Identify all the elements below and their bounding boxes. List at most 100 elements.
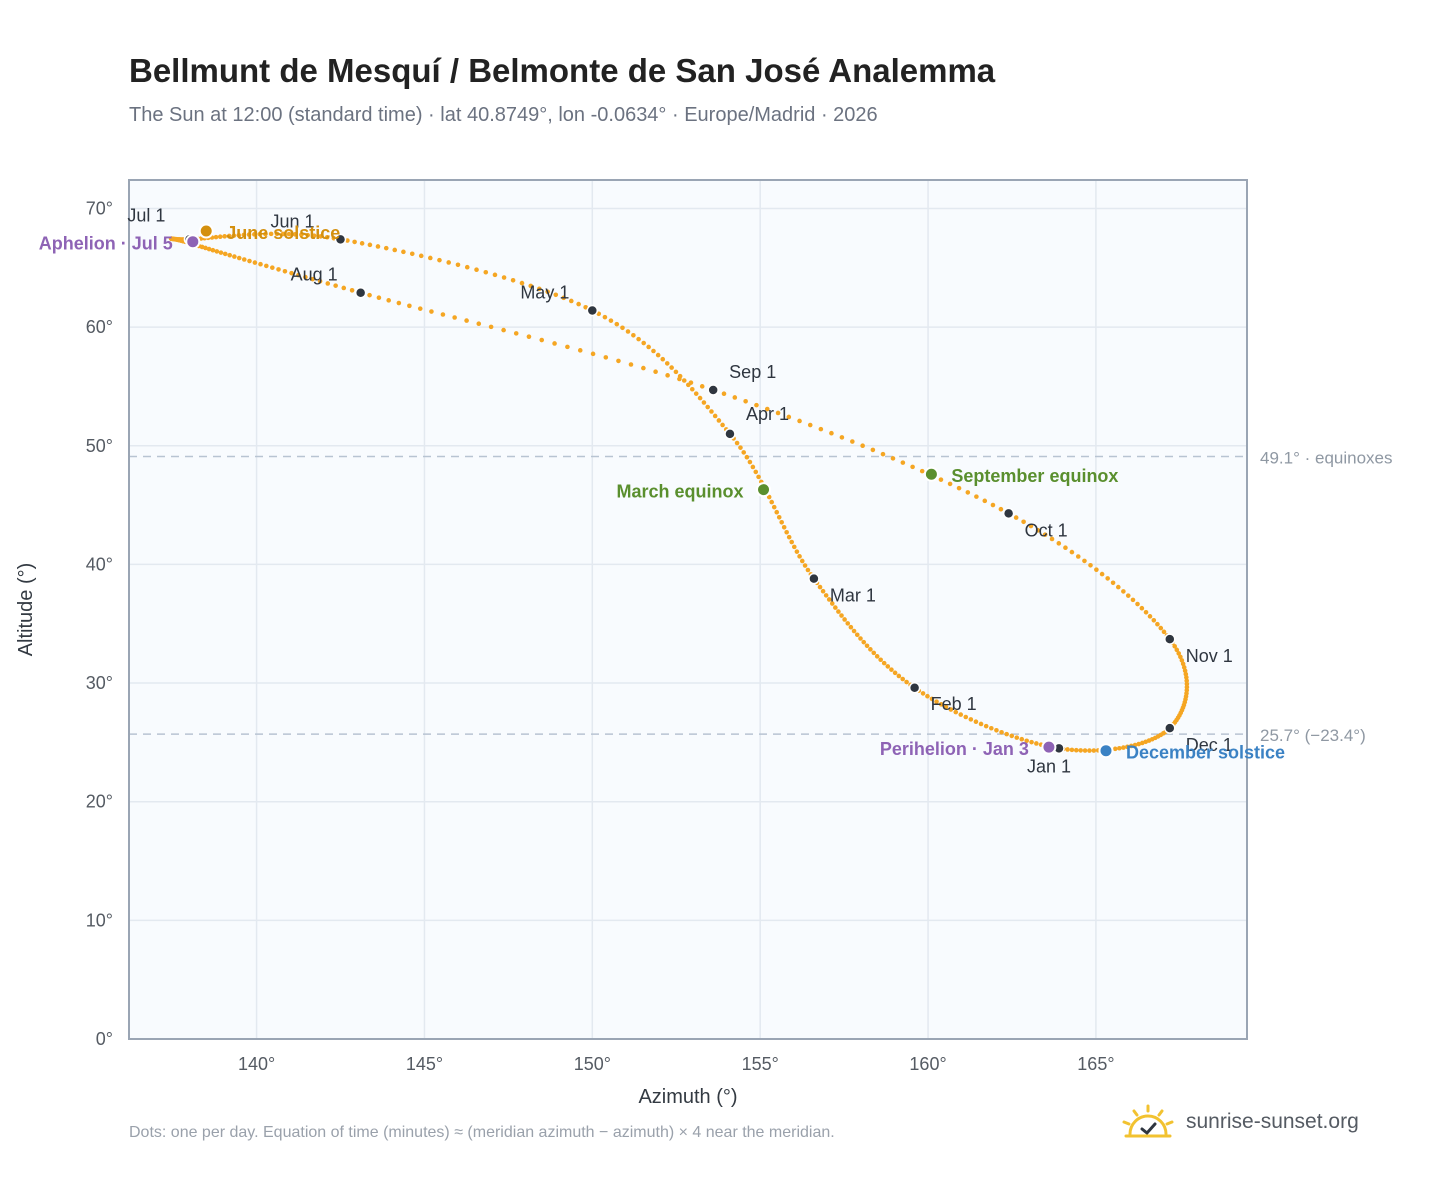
daily-dot: [396, 300, 402, 306]
daily-dot: [296, 272, 301, 278]
daily-dot: [978, 721, 984, 727]
y-tick-label: 60°: [86, 317, 113, 337]
daily-dot: [264, 263, 269, 269]
month-marker: [334, 233, 347, 246]
daily-dot: [367, 292, 372, 298]
daily-dot: [1125, 744, 1130, 750]
daily-dot: [655, 352, 661, 358]
event-marker: [185, 234, 201, 250]
daily-dot: [565, 344, 570, 350]
daily-dot: [934, 699, 939, 704]
daily-dot: [276, 267, 281, 272]
daily-dot: [1135, 601, 1140, 607]
daily-dot: [1105, 576, 1110, 581]
daily-dot: [920, 691, 926, 696]
daily-dot: [590, 351, 596, 357]
daily-dot: [1014, 735, 1020, 740]
daily-dot: [1073, 747, 1079, 753]
daily-dot: [868, 647, 873, 652]
daily-dot: [953, 709, 959, 715]
daily-dot: [222, 234, 227, 239]
daily-dot: [206, 246, 212, 252]
daily-dot: [1013, 515, 1019, 520]
daily-dot: [754, 402, 759, 408]
daily-dot: [721, 391, 727, 397]
brand-logo[interactable]: sunrise-sunset.org: [1120, 1102, 1359, 1142]
chart-footnote: Dots: one per day. Equation of time (min…: [129, 1124, 835, 1141]
x-tick-label: 155°: [742, 1054, 779, 1074]
daily-dot: [1021, 519, 1026, 525]
daily-dot: [1128, 743, 1134, 749]
month-marker: [1164, 722, 1176, 734]
daily-dot: [1121, 589, 1126, 594]
daily-dot: [753, 469, 759, 475]
daily-dot: [823, 593, 829, 598]
daily-dot: [576, 301, 581, 307]
daily-dot: [1034, 741, 1039, 746]
daily-dot: [226, 233, 232, 239]
daily-dot: [839, 435, 845, 440]
daily-dot: [386, 298, 391, 303]
daily-dot: [1158, 625, 1164, 631]
daily-dot: [616, 358, 621, 364]
month-marker: [808, 572, 820, 585]
daily-dot: [999, 729, 1004, 735]
month-label: Sep 1: [729, 362, 776, 382]
daily-dot: [1116, 584, 1121, 590]
daily-dot: [878, 657, 883, 663]
daily-dot: [925, 693, 930, 699]
daily-dot: [807, 422, 813, 428]
month-label: Jun 1: [271, 211, 315, 231]
daily-dot: [236, 232, 242, 238]
daily-dot: [1139, 605, 1145, 611]
chart-subtitle: The Sun at 12:00 (standard time) · lat 4…: [129, 104, 878, 126]
daily-dot: [641, 365, 646, 371]
event-marker: [1041, 739, 1057, 755]
x-tick-label: 150°: [574, 1054, 611, 1074]
daily-dot: [603, 355, 609, 360]
daily-dot: [258, 261, 263, 267]
daily-dot: [896, 673, 902, 679]
daily-dot: [839, 613, 844, 618]
daily-dot: [1155, 621, 1160, 627]
daily-dot: [1024, 738, 1029, 744]
daily-dot: [779, 519, 784, 525]
daily-dot: [1179, 658, 1185, 663]
daily-dot: [982, 498, 988, 504]
daily-dot: [1065, 747, 1070, 752]
daily-dot: [1184, 681, 1190, 687]
daily-dot: [845, 621, 851, 626]
daily-dot: [892, 670, 898, 676]
daily-dot: [689, 386, 695, 392]
event-label: Perihelion · Jan 3: [880, 739, 1029, 759]
daily-dot: [829, 601, 835, 606]
daily-dot: [741, 450, 747, 455]
daily-dot: [989, 725, 994, 731]
daily-dot: [653, 369, 658, 375]
daily-dot: [474, 267, 479, 272]
daily-dot: [553, 292, 559, 298]
daily-dot: [401, 249, 406, 255]
daily-dot: [552, 341, 557, 346]
daily-dot: [677, 376, 682, 382]
x-tick-label: 160°: [909, 1054, 946, 1074]
daily-dot: [501, 275, 507, 280]
daily-dot: [693, 391, 699, 396]
daily-dot: [317, 278, 323, 284]
daily-dot: [1019, 736, 1025, 742]
daily-dot: [774, 509, 780, 515]
daily-dot: [1078, 748, 1083, 753]
daily-dot: [418, 253, 424, 259]
daily-dot: [352, 239, 357, 245]
daily-dot: [528, 283, 534, 289]
reference-line-label: 49.1° · equinoxes: [1260, 448, 1393, 467]
daily-dot: [1063, 545, 1068, 551]
daily-dot: [881, 660, 887, 666]
daily-dot: [1140, 740, 1145, 746]
daily-dot: [539, 337, 545, 343]
daily-dot: [1112, 746, 1118, 752]
daily-dot: [483, 269, 489, 275]
daily-dot: [519, 280, 525, 286]
daily-dot: [1082, 558, 1087, 564]
daily-dot: [789, 539, 795, 545]
